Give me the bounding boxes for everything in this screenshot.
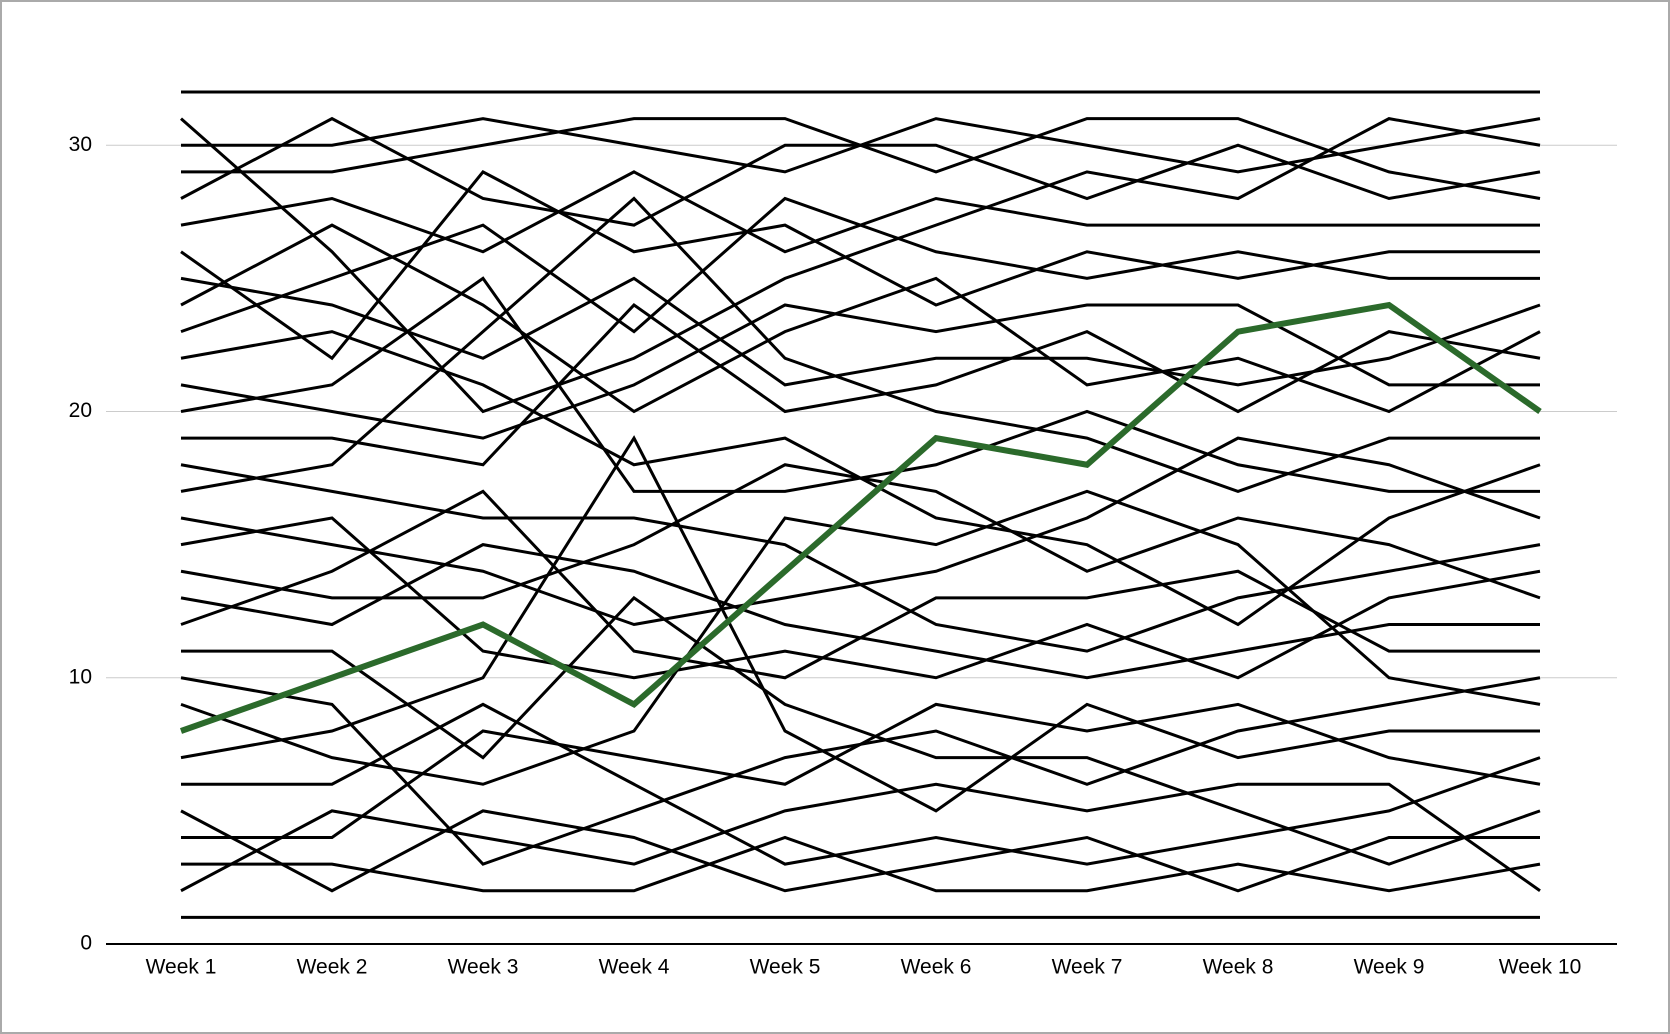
- series-line: [181, 303, 1541, 467]
- series-line: [180, 489, 1541, 786]
- x-tick-label: Week 6: [901, 956, 972, 979]
- y-tick-label: 0: [80, 932, 92, 955]
- series-line: [180, 782, 1541, 893]
- x-tick-label: Week 4: [599, 956, 670, 979]
- series-line: [181, 702, 1541, 839]
- series-line: [180, 463, 1541, 600]
- y-tick-label: 30: [69, 133, 92, 156]
- x-tick-label: Week 9: [1354, 956, 1425, 979]
- series-line: [180, 303, 1540, 440]
- x-tick-label: Week 3: [448, 956, 519, 979]
- series-line: [180, 196, 1540, 334]
- x-tick-label: Week 2: [297, 956, 368, 979]
- y-tick-label: 10: [69, 665, 92, 688]
- series-line: [180, 223, 1541, 414]
- series-line: [181, 702, 1541, 866]
- series-line: [180, 436, 1541, 627]
- series-line: [180, 809, 1540, 893]
- x-tick-label: Week 8: [1203, 956, 1274, 979]
- x-tick-label: Week 10: [1499, 956, 1582, 979]
- series-line: [180, 196, 1540, 493]
- y-tick-label: 20: [69, 399, 92, 422]
- series-line: [180, 435, 1540, 813]
- series-line: [180, 301, 1542, 734]
- x-tick-label: Week 7: [1052, 956, 1123, 979]
- series-line: [180, 116, 1541, 227]
- series-line: [181, 835, 1541, 893]
- x-tick-label: Week 5: [750, 956, 821, 979]
- x-tick-label: Week 1: [146, 956, 217, 979]
